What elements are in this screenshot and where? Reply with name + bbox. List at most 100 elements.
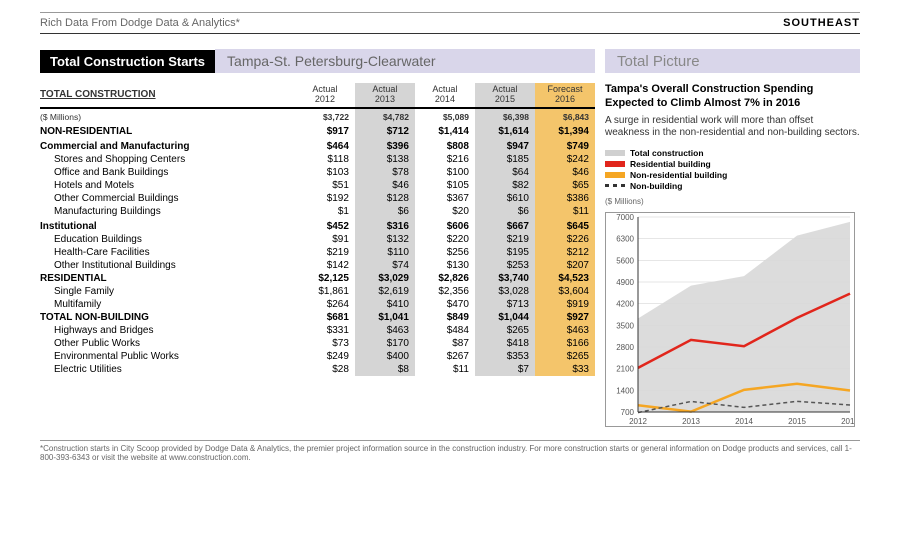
col-header: Actual2015 bbox=[475, 83, 535, 108]
cell: $331 bbox=[295, 324, 355, 337]
cell: $418 bbox=[475, 337, 535, 350]
cell: $64 bbox=[475, 166, 535, 179]
cell: $367 bbox=[415, 192, 475, 205]
cell: $4,782 bbox=[355, 108, 415, 125]
row-label: Multifamily bbox=[40, 298, 295, 311]
cell: $46 bbox=[355, 179, 415, 192]
cell: $396 bbox=[355, 138, 415, 153]
row-label: Office and Bank Buildings bbox=[40, 166, 295, 179]
svg-text:2013: 2013 bbox=[682, 417, 700, 426]
cell: $410 bbox=[355, 298, 415, 311]
cell: $3,029 bbox=[355, 272, 415, 285]
svg-text:2100: 2100 bbox=[616, 364, 634, 373]
svg-text:4900: 4900 bbox=[616, 278, 634, 287]
cell: $808 bbox=[415, 138, 475, 153]
svg-text:2014: 2014 bbox=[735, 417, 753, 426]
row-label: Education Buildings bbox=[40, 233, 295, 246]
cell: $749 bbox=[535, 138, 595, 153]
cell: $2,826 bbox=[415, 272, 475, 285]
table-title-black: Total Construction Starts bbox=[40, 50, 215, 73]
cell: $463 bbox=[355, 324, 415, 337]
svg-text:2015: 2015 bbox=[788, 417, 806, 426]
cell: $219 bbox=[475, 233, 535, 246]
col-header: Actual2013 bbox=[355, 83, 415, 108]
cell: $1,614 bbox=[475, 125, 535, 138]
cell: $606 bbox=[415, 218, 475, 233]
cell: $1,394 bbox=[535, 125, 595, 138]
row-label: Other Commercial Buildings bbox=[40, 192, 295, 205]
cell: $118 bbox=[295, 153, 355, 166]
legend-item: Residential building bbox=[605, 159, 860, 169]
cell: $2,356 bbox=[415, 285, 475, 298]
cell: $264 bbox=[295, 298, 355, 311]
cell: $28 bbox=[295, 363, 355, 376]
svg-text:2012: 2012 bbox=[629, 417, 647, 426]
svg-text:5600: 5600 bbox=[616, 256, 634, 265]
cell: $2,125 bbox=[295, 272, 355, 285]
cell: $142 bbox=[295, 259, 355, 272]
cell: $464 bbox=[295, 138, 355, 153]
row-label: Single Family bbox=[40, 285, 295, 298]
col-header: Actual2014 bbox=[415, 83, 475, 108]
unit-label: ($ Millions) bbox=[40, 108, 295, 125]
svg-text:4200: 4200 bbox=[616, 299, 634, 308]
cell: $216 bbox=[415, 153, 475, 166]
row-label: Commercial and Manufacturing bbox=[40, 138, 295, 153]
cell: $220 bbox=[415, 233, 475, 246]
cell: $849 bbox=[415, 311, 475, 324]
row-label: RESIDENTIAL bbox=[40, 272, 295, 285]
svg-text:2800: 2800 bbox=[616, 343, 634, 352]
row-label: Other Public Works bbox=[40, 337, 295, 350]
construction-table: TOTAL CONSTRUCTIONActual2012Actual2013Ac… bbox=[40, 83, 595, 376]
row-label: Environmental Public Works bbox=[40, 350, 295, 363]
cell: $463 bbox=[535, 324, 595, 337]
chart-y-label: ($ Millions) bbox=[605, 197, 860, 206]
cell: $33 bbox=[535, 363, 595, 376]
table-title-region: Tampa-St. Petersburg-Clearwater bbox=[215, 49, 595, 73]
cell: $681 bbox=[295, 311, 355, 324]
cell: $207 bbox=[535, 259, 595, 272]
cell: $91 bbox=[295, 233, 355, 246]
cell: $919 bbox=[535, 298, 595, 311]
cell: $4,523 bbox=[535, 272, 595, 285]
cell: $138 bbox=[355, 153, 415, 166]
cell: $219 bbox=[295, 246, 355, 259]
row-label: Health-Care Facilities bbox=[40, 246, 295, 259]
cell: $87 bbox=[415, 337, 475, 350]
cell: $51 bbox=[295, 179, 355, 192]
cell: $73 bbox=[295, 337, 355, 350]
row-label: Hotels and Motels bbox=[40, 179, 295, 192]
cell: $256 bbox=[415, 246, 475, 259]
cell: $1,414 bbox=[415, 125, 475, 138]
cell: $166 bbox=[535, 337, 595, 350]
top-bar: Rich Data From Dodge Data & Analytics* S… bbox=[40, 12, 860, 34]
cell: $82 bbox=[475, 179, 535, 192]
cell: $110 bbox=[355, 246, 415, 259]
cell: $452 bbox=[295, 218, 355, 233]
svg-text:700: 700 bbox=[621, 408, 635, 417]
cell: $927 bbox=[535, 311, 595, 324]
cell: $78 bbox=[355, 166, 415, 179]
cell: $192 bbox=[295, 192, 355, 205]
cell: $3,740 bbox=[475, 272, 535, 285]
row-label: NON-RESIDENTIAL bbox=[40, 125, 295, 138]
cell: $610 bbox=[475, 192, 535, 205]
cell: $1,041 bbox=[355, 311, 415, 324]
cell: $3,722 bbox=[295, 108, 355, 125]
cell: $74 bbox=[355, 259, 415, 272]
cell: $8 bbox=[355, 363, 415, 376]
chart-panel-title: Total Picture bbox=[605, 49, 860, 73]
cell: $185 bbox=[475, 153, 535, 166]
svg-text:7000: 7000 bbox=[616, 213, 634, 222]
cell: $484 bbox=[415, 324, 475, 337]
cell: $1,044 bbox=[475, 311, 535, 324]
cell: $386 bbox=[535, 192, 595, 205]
cell: $20 bbox=[415, 205, 475, 218]
footnote: *Construction starts in City Scoop provi… bbox=[40, 440, 860, 463]
cell: $5,089 bbox=[415, 108, 475, 125]
svg-text:3500: 3500 bbox=[616, 321, 634, 330]
cell: $947 bbox=[475, 138, 535, 153]
cell: $667 bbox=[475, 218, 535, 233]
chart-subtext: A surge in residential work will more th… bbox=[605, 115, 860, 140]
row-label: Electric Utilities bbox=[40, 363, 295, 376]
